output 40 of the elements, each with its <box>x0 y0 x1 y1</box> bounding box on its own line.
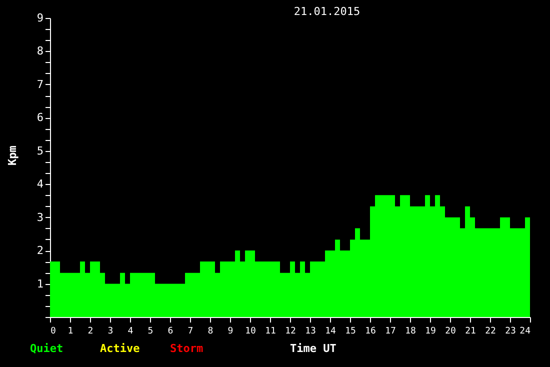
y-tick-label: 8 <box>36 44 44 58</box>
x-tick-label: 19 <box>425 326 436 336</box>
x-tick-label: 16 <box>365 326 376 336</box>
x-tick-label: 8 <box>208 326 214 336</box>
y-tick-label: 3 <box>36 210 44 224</box>
x-axis-title: Time UT <box>290 342 337 355</box>
y-tick-label: 7 <box>36 78 44 91</box>
x-tick-label: 11 <box>265 326 276 336</box>
y-tick-label: 9 <box>36 12 44 24</box>
legend-label: Active <box>100 342 140 355</box>
x-tick-label: 18 <box>405 326 416 336</box>
x-tick-label: 21 <box>465 326 476 336</box>
x-tick-label: 24 <box>520 326 530 336</box>
x-tick-label: 6 <box>168 326 174 336</box>
x-tick-label: 22 <box>485 326 496 336</box>
x-tick-label: 13 <box>305 326 316 336</box>
y-tick-label: 4 <box>36 178 44 191</box>
x-tick-label: 7 <box>188 326 194 336</box>
y-tick-label: 5 <box>36 144 44 158</box>
x-tick-label: 23 <box>505 326 516 336</box>
x-tick-label: 2 <box>88 326 94 336</box>
x-tick-label: 17 <box>385 326 396 336</box>
chart-title: 21.01.2015 <box>294 5 360 18</box>
x-tick-label: 4 <box>128 326 134 336</box>
x-tick-label: 12 <box>285 326 296 336</box>
x-tick-label: 1 <box>68 326 74 336</box>
y-tick-label: 6 <box>36 111 44 124</box>
y-tick-label: 1 <box>36 277 44 290</box>
legend-label: Storm <box>170 342 204 355</box>
x-tick-label: 20 <box>445 326 456 336</box>
x-tick-label: 3 <box>108 326 114 336</box>
text: Quiet <box>30 342 64 355</box>
y-axis-title: Kpm <box>6 145 19 166</box>
x-tick-label: 0 <box>50 326 56 336</box>
y-tick-label: 2 <box>36 244 44 258</box>
x-tick-label: 14 <box>325 326 336 336</box>
x-tick-label: 9 <box>228 326 234 336</box>
x-tick-label: 10 <box>245 326 256 336</box>
x-tick-label: 15 <box>345 326 356 336</box>
x-tick-label: 5 <box>148 326 154 336</box>
